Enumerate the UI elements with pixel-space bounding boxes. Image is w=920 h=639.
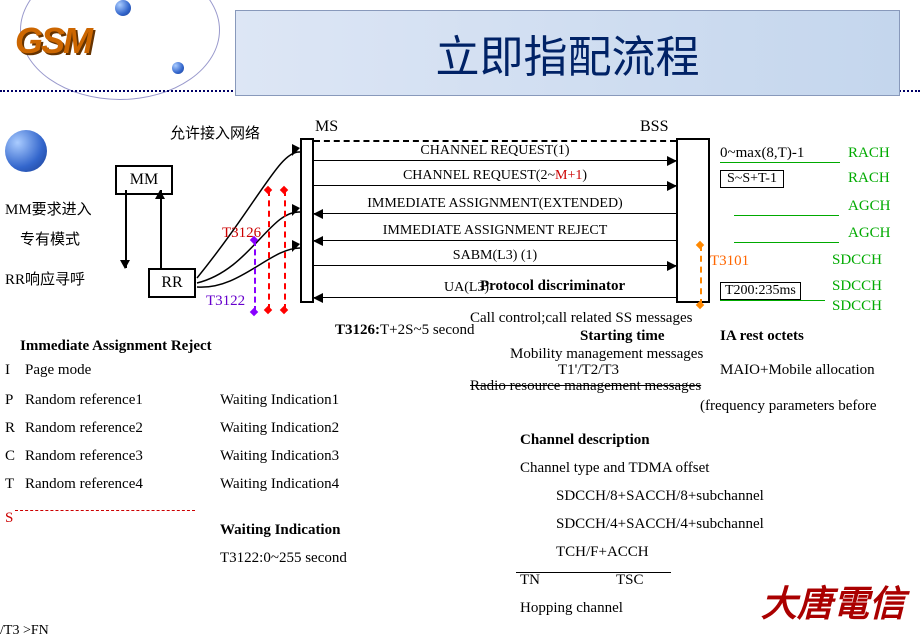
iar-col0-4: T <box>5 476 19 493</box>
right-val-0: 0~max(8,T)-1 <box>720 145 804 162</box>
mm-rr-arrow-down <box>125 190 127 268</box>
iareject-heading: Immediate Assignment Reject <box>20 338 212 355</box>
chdesc-heading: Channel description <box>520 432 650 449</box>
t3126-line <box>268 190 270 310</box>
chdesc-l3: SDCCH/4+SACCH/4+subchannel <box>556 516 764 533</box>
right-val-t200: T200:235ms <box>720 282 801 300</box>
msg-channel-request-1: CHANNEL REQUEST(1) <box>314 160 676 161</box>
iar-col1-1: Random reference1 <box>25 392 143 409</box>
label-allow-access: 允许接入网络 <box>170 122 260 143</box>
endpoint-ms: MS <box>315 118 338 136</box>
msg-label: IMMEDIATE ASSIGNMENT REJECT <box>314 223 676 239</box>
iar-col2-4: Waiting Indication4 <box>220 476 339 493</box>
msg-part-red: M+1 <box>555 168 582 183</box>
label-rr-resp: RR响应寻呼 <box>5 268 85 289</box>
sphere-icon <box>115 0 131 16</box>
ia-rest-heading: IA rest octets <box>720 328 804 345</box>
diamond-icon <box>264 186 272 194</box>
mobmgmt-text: Mobility management messages <box>510 346 703 363</box>
t3122-line <box>254 240 256 312</box>
diamond-icon <box>280 306 288 314</box>
iar-col2-3: Waiting Indication3 <box>220 448 339 465</box>
label-exclusive: 专有模式 <box>20 228 80 249</box>
brand-logo: 大唐電信 <box>761 575 905 627</box>
iar-col1-3: Random reference3 <box>25 448 143 465</box>
iar-col0-0: I <box>5 362 19 379</box>
iar-col0-1: P <box>5 392 19 409</box>
channel-rach-2: RACH <box>848 170 890 187</box>
channel-sdcch-2: SDCCH <box>832 278 882 295</box>
msg-channel-request-2: CHANNEL REQUEST(2~M+1) <box>314 185 676 186</box>
mm-rr-arrow-up <box>160 190 162 268</box>
t3126-line-2 <box>284 190 286 310</box>
channel-sdcch-1: SDCCH <box>832 252 882 269</box>
msg-ua: UA(L3) <box>314 297 676 298</box>
diamond-icon <box>280 186 288 194</box>
chdesc-tn: TN <box>520 572 540 589</box>
t3126-note-label: T3126: <box>335 322 380 338</box>
chdesc-l4: TCH/F+ACCH <box>556 544 649 561</box>
msg-label: CHANNEL REQUEST(2~M+1) <box>314 168 676 184</box>
t3101-label: T3101 <box>710 253 749 270</box>
iar-col1-2: Random reference2 <box>25 420 143 437</box>
diamond-icon <box>264 306 272 314</box>
gsm-logo: GSM <box>15 20 91 62</box>
iar-col0-2: R <box>5 420 19 437</box>
chdesc-l2: SDCCH/8+SACCH/8+subchannel <box>556 488 764 505</box>
endpoint-bss: BSS <box>640 118 668 136</box>
iar-col1-4: Random reference4 <box>25 476 143 493</box>
msg-label: IMMEDIATE ASSIGNMENT(EXTENDED) <box>314 196 676 212</box>
channel-rach-1: RACH <box>848 145 890 162</box>
rrmgmt-text: Radio resource management messages <box>470 378 701 395</box>
protocol-discriminator-label: Protocol discriminator <box>480 278 625 295</box>
page-title: 立即指配流程 <box>235 10 900 96</box>
iar-col2-1: Waiting Indication1 <box>220 392 339 409</box>
arrowhead-icon <box>155 190 165 199</box>
chdesc-l1: Channel type and TDMA offset <box>520 460 709 477</box>
top-dashed-line <box>314 140 676 142</box>
iar-s-label: S <box>5 510 13 527</box>
msg-part: ) <box>582 168 587 183</box>
chdesc-underline <box>516 572 671 573</box>
waiting-indication-heading: Waiting Indication <box>220 522 340 539</box>
bss-lifeline-box <box>676 138 710 303</box>
diamond-icon <box>250 308 258 316</box>
chdesc-tsc: TSC <box>616 572 644 589</box>
t3126-note-val: T+2S~5 second <box>380 322 474 338</box>
channel-agch-1: AGCH <box>848 198 891 215</box>
underline <box>734 242 839 243</box>
t3122-label: T3122 <box>206 293 245 310</box>
ms-lifeline-box <box>300 138 314 303</box>
t1t2t3-text: T1'/T2/T3 <box>558 362 619 379</box>
msg-part: CHANNEL REQUEST(2~ <box>403 168 555 183</box>
underline <box>720 162 840 163</box>
red-dashed-rule <box>15 510 195 511</box>
t3101-line <box>700 245 702 305</box>
freqparam-text: (frequency parameters before <box>700 398 877 415</box>
underline <box>720 300 825 301</box>
msg-sabm: SABM(L3) (1) <box>314 265 676 266</box>
callctrl-text: Call control;call related SS messages <box>470 310 692 327</box>
msg-immediate-assignment-reject: IMMEDIATE ASSIGNMENT REJECT <box>314 240 676 241</box>
starting-time-heading: Starting time <box>580 328 665 345</box>
msg-label: SABM(L3) (1) <box>314 248 676 264</box>
rr-box: RR <box>148 268 196 298</box>
msg-immediate-assignment-ext: IMMEDIATE ASSIGNMENT(EXTENDED) <box>314 213 676 214</box>
channel-agch-2: AGCH <box>848 225 891 242</box>
msg-label: CHANNEL REQUEST(1) <box>314 143 676 159</box>
chdesc-hop: Hopping channel <box>520 600 623 617</box>
sphere-icon <box>5 130 47 172</box>
arrowhead-icon <box>120 260 130 269</box>
underline <box>734 215 839 216</box>
iar-col1-0: Page mode <box>25 362 91 379</box>
iar-col2-2: Waiting Indication2 <box>220 420 339 437</box>
iar-col0-3: C <box>5 448 19 465</box>
right-val-1: S~S+T-1 <box>720 170 784 188</box>
waiting-indication-value: T3122:0~255 second <box>220 550 347 567</box>
channel-sdcch-3: SDCCH <box>832 298 882 315</box>
sphere-icon <box>172 62 184 74</box>
maio-text: MAIO+Mobile allocation <box>720 362 875 379</box>
label-mm-req: MM要求进入 <box>5 198 92 219</box>
